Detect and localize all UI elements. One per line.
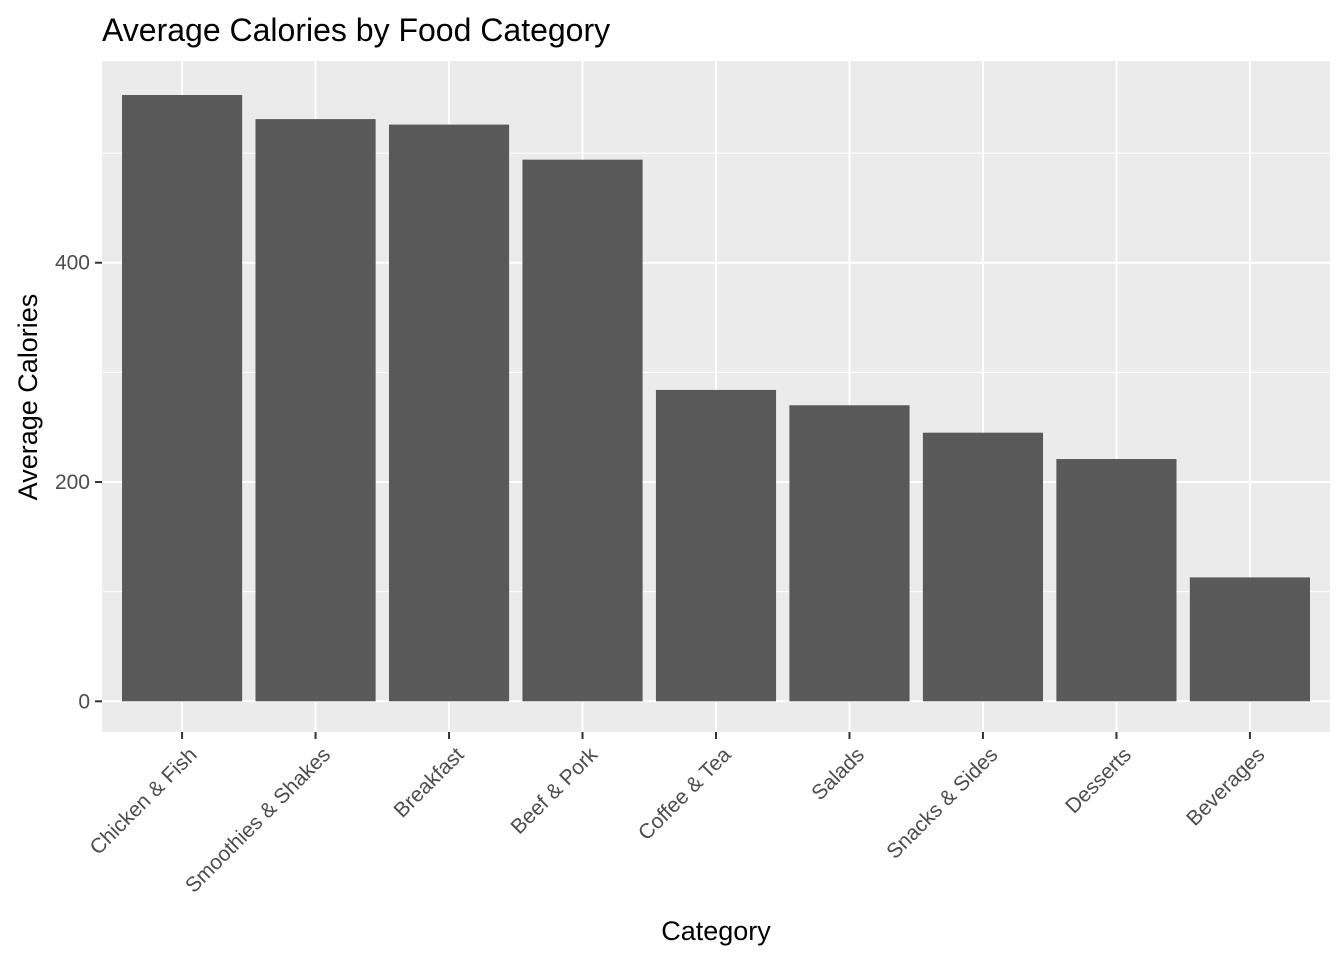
x-axis-title: Category — [661, 916, 771, 946]
bar — [922, 432, 1044, 702]
chart-title: Average Calories by Food Category — [102, 12, 610, 48]
x-tick-label: Breakfast — [390, 743, 469, 822]
y-tick-label: 400 — [55, 252, 90, 275]
x-tick-label: Salads — [807, 743, 869, 805]
x-tick-label: Coffee & Tea — [634, 743, 736, 845]
x-tick-label: Smoothies & Shakes — [181, 743, 335, 897]
x-tick-label: Chicken & Fish — [86, 743, 202, 859]
x-tick-label: Beverages — [1182, 743, 1269, 830]
y-tick-label: 0 — [78, 690, 90, 713]
bar — [1056, 458, 1177, 702]
bar — [655, 389, 777, 702]
bar — [522, 159, 643, 702]
bar — [1189, 577, 1310, 702]
y-axis-title: Average Calories — [13, 294, 43, 501]
bar — [789, 405, 910, 702]
y-axis-ticks: 0 200 400 — [55, 252, 102, 713]
bars — [122, 94, 1310, 702]
x-tick-label: Desserts — [1061, 743, 1136, 818]
bar — [122, 94, 243, 702]
y-tick-label: 200 — [55, 471, 90, 494]
bar — [255, 119, 376, 702]
bar — [388, 124, 510, 702]
x-tick-label: Beef & Pork — [507, 743, 603, 839]
x-tick-label: Snacks & Sides — [882, 743, 1002, 863]
